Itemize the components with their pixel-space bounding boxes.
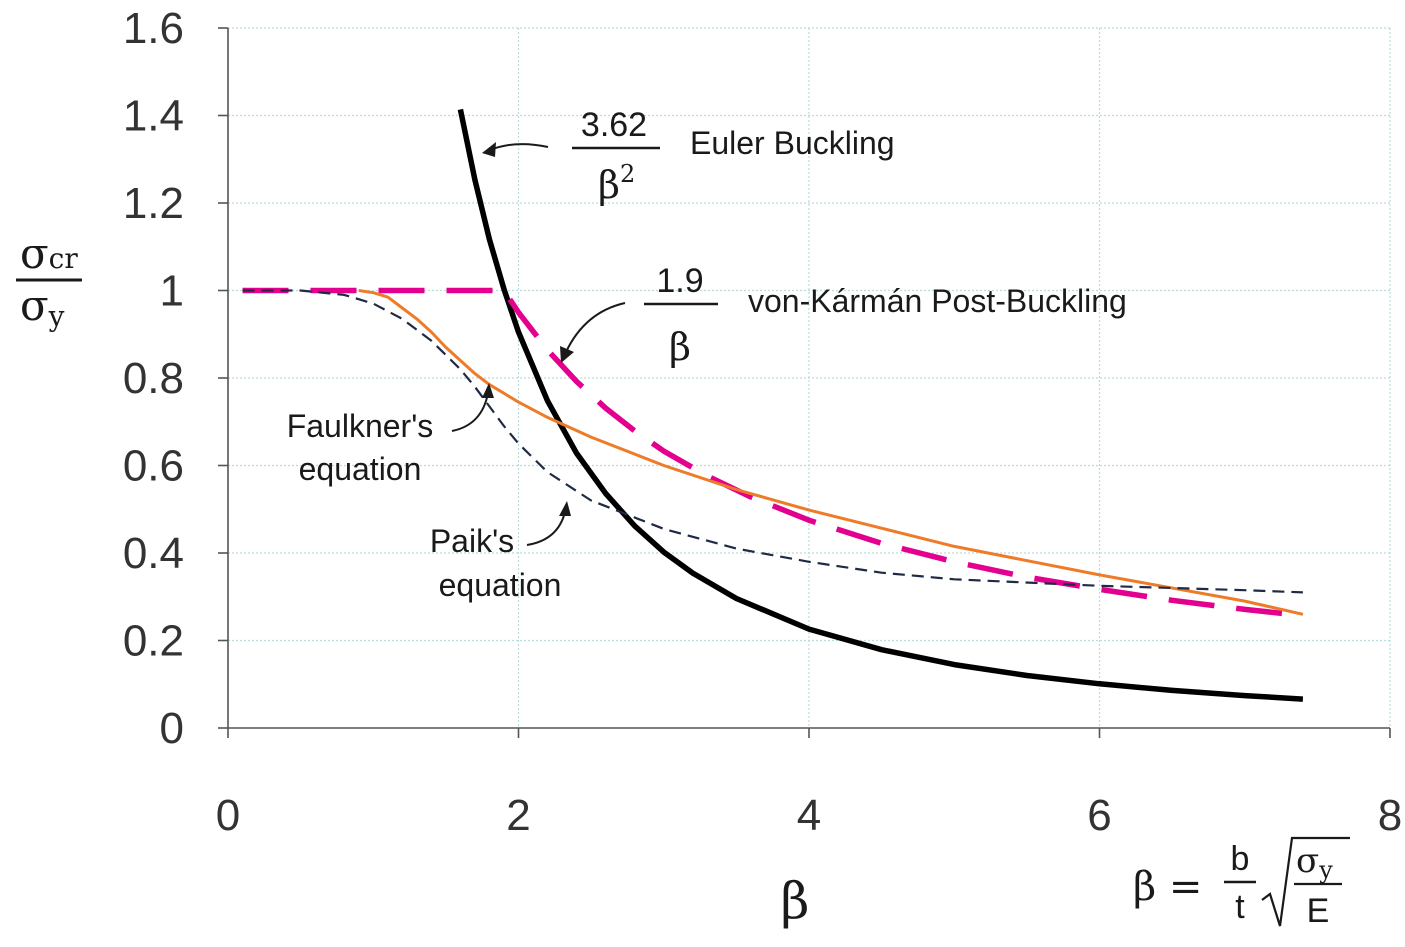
axes [218, 27, 1391, 738]
euler-formula-numerator: 3.62 [581, 106, 647, 144]
vonkarman-formula-denominator: β [669, 325, 691, 369]
y-tick-label: 0.6 [123, 442, 184, 491]
faulkner-label-line2: equation [299, 451, 422, 487]
x-axis-label: β [781, 872, 810, 930]
series-group [242, 108, 1304, 702]
x-tick-label: 6 [1087, 791, 1111, 840]
faulkner-leader-arrow [451, 392, 489, 432]
faulkner-annotation: Faulkner's equation [287, 383, 494, 487]
svg-text:β2: β2 [598, 160, 635, 207]
y-tick-label: 1 [160, 267, 184, 316]
series-line-von-k-rm-n-post-buckling [242, 287, 1304, 619]
paik-label-line2: equation [439, 567, 562, 603]
paik-label-line1: Paik's [430, 523, 514, 559]
y-axis-label: σcr σy [16, 229, 82, 333]
y-tick-label: 0.8 [123, 354, 184, 403]
y-tick-label: 1.2 [123, 179, 184, 228]
euler-formula-denominator: β [598, 163, 620, 207]
beta-definition-lhs: β = [1133, 864, 1202, 910]
grid [228, 27, 1391, 728]
beta-definition-sigma: σ [1296, 841, 1319, 881]
x-tick-label: 8 [1378, 791, 1402, 840]
y-tick-label: 1.6 [123, 4, 184, 53]
euler-label: Euler Buckling [690, 125, 895, 161]
y-tick-label: 0 [160, 704, 184, 753]
vonkarman-formula-numerator: 1.9 [656, 262, 703, 300]
series-line-faulkner-s-equation [358, 289, 1304, 616]
beta-definition-e: E [1307, 892, 1330, 930]
beta-definition-b: b [1231, 840, 1250, 878]
x-tick-label: 4 [797, 791, 821, 840]
svg-text:σy: σy [20, 281, 65, 333]
x-tick-label: 0 [216, 791, 240, 840]
beta-definition-sigma-sub: y [1318, 856, 1333, 884]
euler-annotation: 3.62 β2 Euler Buckling [482, 106, 895, 207]
svg-text:σcr: σcr [20, 229, 78, 278]
beta-definition: β = b t σy E [1133, 836, 1350, 930]
euler-formula-exponent: 2 [620, 160, 635, 188]
y-tick-label: 1.4 [123, 92, 184, 141]
vonkarman-label: von-Kármán Post-Buckling [748, 283, 1127, 319]
beta-definition-t: t [1235, 888, 1245, 926]
y-tick-labels: 0 0.2 0.4 0.6 0.8 1 1.2 1.4 1.6 [123, 4, 184, 753]
paik-leader-arrow [526, 511, 566, 546]
series-line-euler-buckling [457, 108, 1304, 702]
svg-text:σy: σy [1296, 841, 1333, 884]
y-label-numerator-sub: cr [49, 242, 79, 275]
x-tick-label: 2 [506, 791, 530, 840]
series-line-paik-s-equation [242, 289, 1303, 594]
y-label-numerator: σ [20, 229, 49, 278]
y-label-denominator-sub: y [48, 300, 65, 333]
y-tick-label: 0.4 [123, 529, 184, 578]
y-label-denominator: σ [20, 281, 49, 330]
x-tick-labels: 0 2 4 6 8 [216, 791, 1402, 840]
faulkner-label-line1: Faulkner's [287, 408, 434, 444]
vonkarman-leader-arrow [565, 302, 626, 353]
vonkarman-annotation: 1.9 β von-Kármán Post-Buckling [560, 262, 1127, 369]
paik-annotation: Paik's equation [430, 501, 571, 603]
y-tick-label: 0.2 [123, 617, 184, 666]
